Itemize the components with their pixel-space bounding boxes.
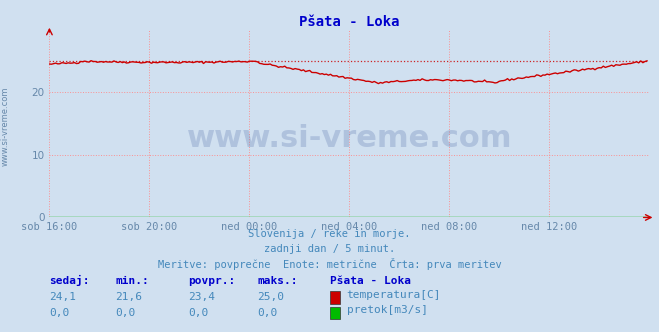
Text: 0,0: 0,0 (257, 308, 277, 318)
Text: maks.:: maks.: (257, 276, 297, 286)
Text: 24,1: 24,1 (49, 292, 76, 302)
Text: min.:: min.: (115, 276, 149, 286)
Text: temperatura[C]: temperatura[C] (347, 290, 441, 300)
Text: zadnji dan / 5 minut.: zadnji dan / 5 minut. (264, 244, 395, 254)
Text: 0,0: 0,0 (188, 308, 208, 318)
Title: Pšata - Loka: Pšata - Loka (299, 15, 399, 29)
Text: www.si-vreme.com: www.si-vreme.com (1, 86, 10, 166)
Text: Pšata - Loka: Pšata - Loka (330, 276, 411, 286)
Text: 23,4: 23,4 (188, 292, 215, 302)
Text: Meritve: povprečne  Enote: metrične  Črta: prva meritev: Meritve: povprečne Enote: metrične Črta:… (158, 258, 501, 270)
Text: sedaj:: sedaj: (49, 275, 90, 286)
Text: www.si-vreme.com: www.si-vreme.com (186, 124, 512, 153)
Text: 21,6: 21,6 (115, 292, 142, 302)
Text: Slovenija / reke in morje.: Slovenija / reke in morje. (248, 229, 411, 239)
Text: 25,0: 25,0 (257, 292, 284, 302)
Text: pretok[m3/s]: pretok[m3/s] (347, 305, 428, 315)
Text: 0,0: 0,0 (115, 308, 136, 318)
Text: 0,0: 0,0 (49, 308, 70, 318)
Text: povpr.:: povpr.: (188, 276, 235, 286)
